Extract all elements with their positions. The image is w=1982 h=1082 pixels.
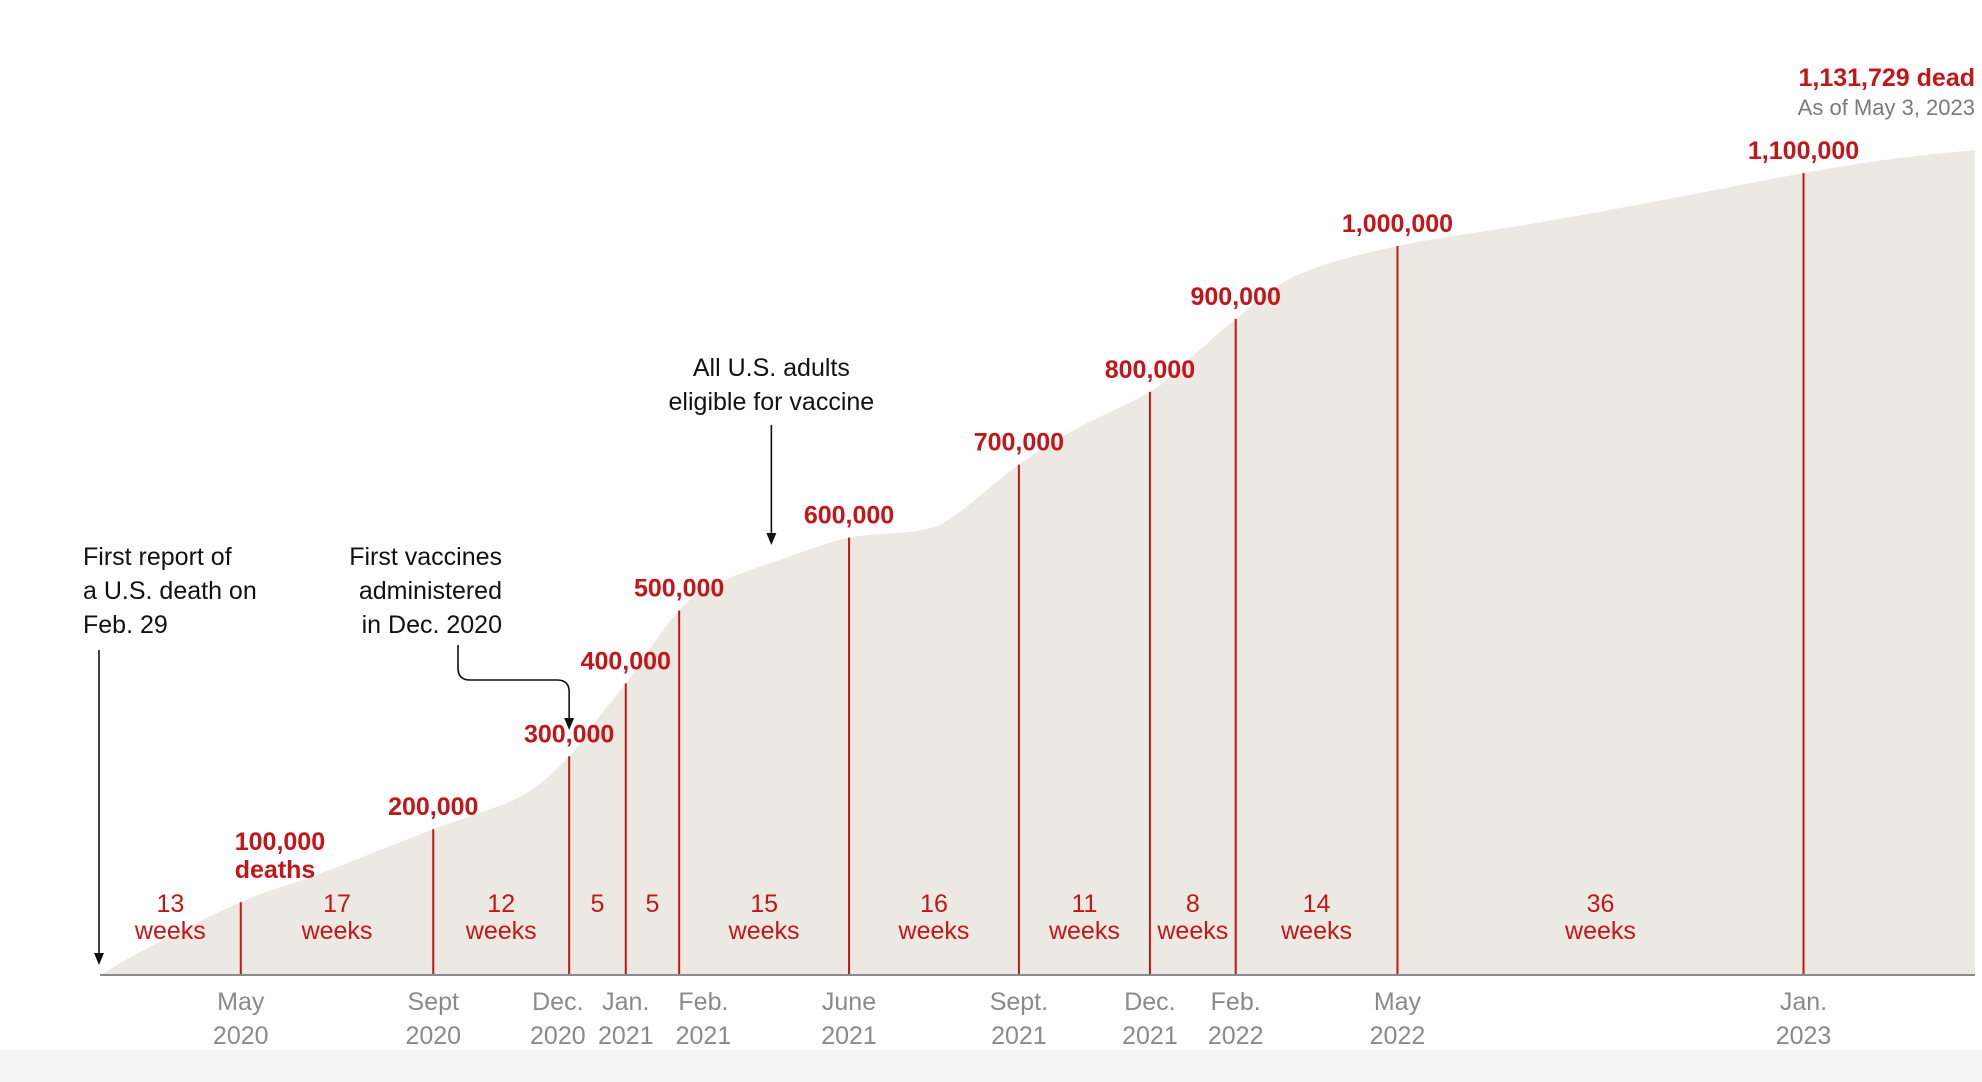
annotation-arrow: [457, 645, 570, 720]
interval-unit: weeks: [1280, 917, 1352, 945]
x-tick-year: 2021: [598, 1022, 654, 1050]
milestone-label: 500,000: [634, 575, 724, 603]
interval-unit: weeks: [1564, 917, 1636, 945]
interval-count: 36: [1587, 890, 1615, 918]
interval-count: 5: [591, 890, 605, 918]
interval-count: 16: [920, 890, 948, 918]
annotation-adults-eligible-line: All U.S. adults: [693, 354, 850, 382]
interval-count: 14: [1303, 890, 1331, 918]
x-tick-year: 2021: [1122, 1022, 1178, 1050]
interval-count: 15: [750, 890, 778, 918]
x-tick-month: Feb.: [678, 988, 728, 1016]
x-tick-year: 2020: [213, 1022, 269, 1050]
total-deaths-label: 1,131,729 dead: [1798, 64, 1975, 92]
x-axis-ticks: May 2020 Sept 2020 Dec. 2020 Jan. 2021 Feb. 2021 J…: [213, 988, 1831, 1050]
covid-deaths-chart: 100,000deaths200,000300,000400,000500,00…: [83, 64, 1975, 1050]
milestone-label: 1,000,000: [1342, 210, 1453, 238]
x-tick-month: Sept: [408, 988, 459, 1016]
x-tick-month: Jan.: [1780, 988, 1827, 1016]
total-label-group: 1,131,729 dead As of May 3, 2023: [1798, 64, 1975, 120]
milestones: 100,000deaths200,000300,000400,000500,00…: [235, 137, 1859, 975]
arrowhead: [766, 533, 777, 545]
interval-unit: weeks: [465, 917, 537, 945]
milestone-label: 700,000: [974, 429, 1064, 457]
milestone-label: 400,000: [581, 647, 671, 675]
x-tick-month: May: [1374, 988, 1422, 1016]
x-tick-year: 2022: [1208, 1022, 1264, 1050]
x-tick-month: Dec.: [1124, 988, 1175, 1016]
annotation-first-vaccines-line: administered: [359, 577, 502, 605]
interval-unit: weeks: [1156, 917, 1228, 945]
x-tick-year: 2021: [821, 1022, 877, 1050]
bottom-strip: [0, 1050, 1982, 1082]
interval-count: 17: [323, 890, 351, 918]
interval-count: 5: [646, 890, 660, 918]
interval-unit: weeks: [728, 917, 800, 945]
interval-unit: weeks: [301, 917, 373, 945]
milestone-label: 800,000: [1105, 356, 1195, 384]
x-tick-year: 2023: [1776, 1022, 1832, 1050]
annotation-first-vaccines-line: First vaccines: [349, 543, 502, 571]
annotation-first-death-line: a U.S. death on: [83, 577, 257, 605]
milestone-label: 600,000: [804, 502, 894, 530]
x-tick-month: May: [217, 988, 265, 1016]
milestone-label: 1,100,000: [1748, 137, 1859, 165]
x-tick-month: June: [822, 988, 876, 1016]
x-tick-year: 2021: [991, 1022, 1047, 1050]
interval-unit: weeks: [898, 917, 970, 945]
milestone-sublabel: deaths: [235, 856, 316, 884]
arrowhead: [94, 953, 104, 965]
x-tick-month: Sept.: [990, 988, 1048, 1016]
as-of-date-label: As of May 3, 2023: [1798, 95, 1975, 120]
milestone-label: 100,000: [235, 828, 325, 856]
interval-unit: weeks: [134, 917, 206, 945]
x-tick-year: 2021: [676, 1022, 732, 1050]
x-tick-year: 2022: [1370, 1022, 1426, 1050]
milestone-label: 900,000: [1190, 283, 1280, 311]
interval-count: 12: [487, 890, 515, 918]
x-tick-month: Dec.: [532, 988, 583, 1016]
milestone-label: 200,000: [388, 793, 478, 821]
annotation-first-death-line: First report of: [83, 543, 232, 571]
x-tick-month: Jan.: [602, 988, 649, 1016]
x-tick-month: Feb.: [1211, 988, 1261, 1016]
arrowhead: [564, 718, 575, 730]
annotation-adults-eligible-line: eligible for vaccine: [669, 388, 875, 416]
x-tick-year: 2020: [405, 1022, 461, 1050]
annotations: First report of a U.S. death on Feb. 29 Fir…: [83, 354, 874, 965]
annotation-first-death-line: Feb. 29: [83, 611, 168, 639]
x-tick-year: 2020: [530, 1022, 586, 1050]
interval-count: 11: [1071, 890, 1097, 918]
annotation-first-vaccines-line: in Dec. 2020: [362, 611, 502, 639]
interval-count: 8: [1186, 890, 1200, 918]
interval-unit: weeks: [1048, 917, 1120, 945]
interval-count: 13: [156, 890, 184, 918]
